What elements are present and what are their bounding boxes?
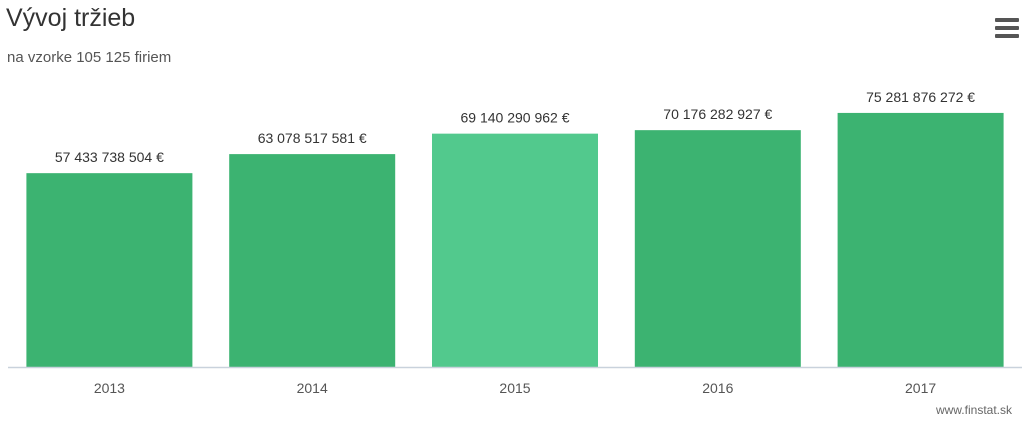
- data-label-2015: 69 140 290 962 €: [461, 110, 570, 126]
- bar-2014[interactable]: [229, 154, 396, 367]
- credit-link[interactable]: www.finstat.sk: [935, 403, 1012, 417]
- bar-2016[interactable]: [634, 130, 801, 367]
- data-label-2013: 57 433 738 504 €: [55, 149, 164, 165]
- data-label-2017: 75 281 876 272 €: [866, 89, 975, 105]
- bar-2013[interactable]: [26, 173, 193, 367]
- x-tick-label-2017: 2017: [905, 380, 936, 396]
- data-label-2016: 70 176 282 927 €: [663, 106, 772, 122]
- chart-title: Vývoj tržieb: [6, 4, 136, 32]
- x-tick-label-2015: 2015: [499, 380, 530, 396]
- x-tick-label-2014: 2014: [297, 380, 328, 396]
- x-tick-label-2016: 2016: [702, 380, 733, 396]
- bar-2017[interactable]: [837, 112, 1004, 367]
- data-label-2014: 63 078 517 581 €: [258, 130, 367, 146]
- chart-subtitle: na vzorke 105 125 firiem: [7, 49, 172, 66]
- x-tick-label-2013: 2013: [94, 380, 125, 396]
- hamburger-menu-icon[interactable]: [995, 18, 1019, 38]
- bar-2015[interactable]: [432, 133, 598, 367]
